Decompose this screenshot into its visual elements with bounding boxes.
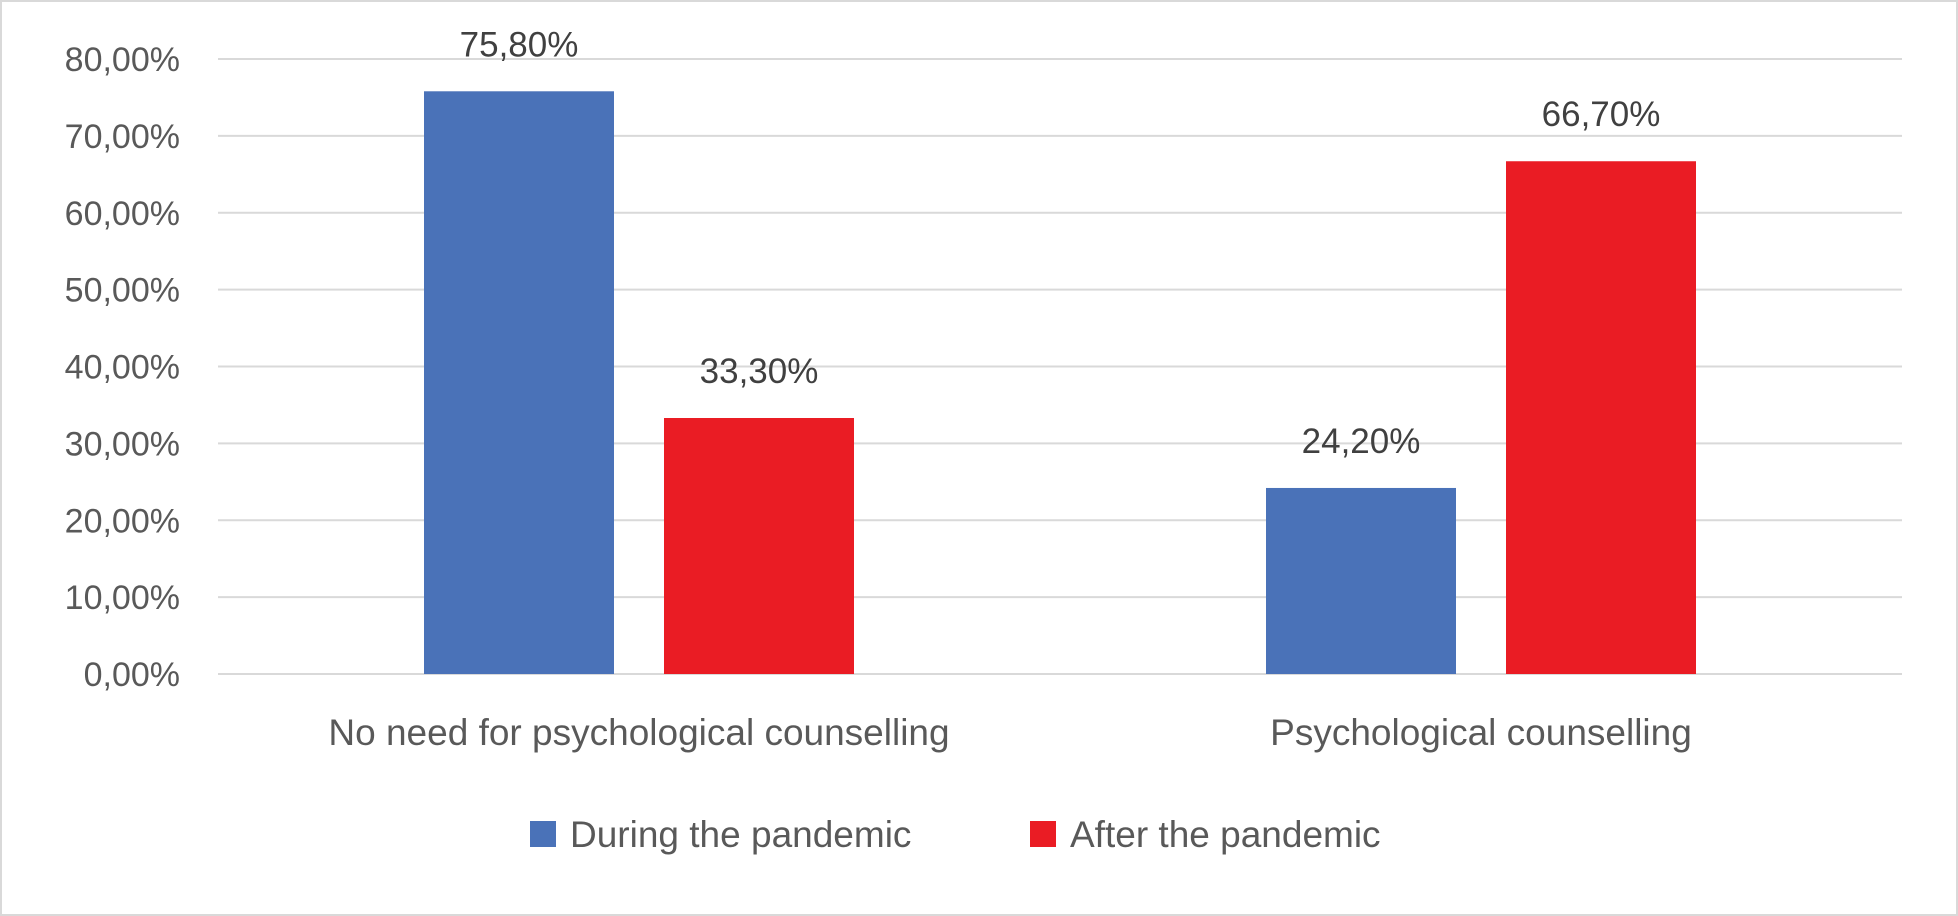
bar-after-1	[664, 418, 854, 674]
y-tick-label: 60,00%	[65, 195, 180, 233]
legend-swatch	[530, 821, 556, 847]
legend-label: After the pandemic	[1070, 814, 1381, 855]
y-tick-label: 10,00%	[65, 579, 180, 617]
data-label: 24,20%	[1302, 422, 1421, 461]
bar-after-2	[1506, 161, 1696, 674]
data-label: 66,70%	[1542, 95, 1661, 134]
y-tick-label: 30,00%	[65, 425, 180, 463]
y-tick-label: 0,00%	[84, 656, 180, 694]
data-labels: 75,80% 33,30% 24,20% 66,70%	[460, 25, 1661, 461]
bars	[424, 91, 1696, 674]
legend-label: During the pandemic	[570, 814, 911, 855]
data-label: 75,80%	[460, 25, 579, 64]
y-tick-label: 70,00%	[65, 118, 180, 156]
y-axis-ticks: 0,00% 10,00% 20,00% 30,00% 40,00% 50,00% 60,00…	[65, 41, 180, 694]
y-tick-label: 50,00%	[65, 272, 180, 310]
category-label: Psychological counselling	[1270, 712, 1692, 753]
bar-during-1	[424, 91, 614, 674]
y-tick-label: 80,00%	[65, 41, 180, 79]
data-label: 33,30%	[700, 352, 819, 391]
category-labels: No need for psychological counselling Psy…	[328, 712, 1691, 753]
bar-during-2	[1266, 488, 1456, 674]
y-tick-label: 40,00%	[65, 349, 180, 387]
legend-swatch	[1030, 821, 1056, 847]
y-tick-label: 20,00%	[65, 502, 180, 540]
legend: During the pandemic After the pandemic	[530, 814, 1381, 855]
category-label: No need for psychological counselling	[328, 712, 949, 753]
